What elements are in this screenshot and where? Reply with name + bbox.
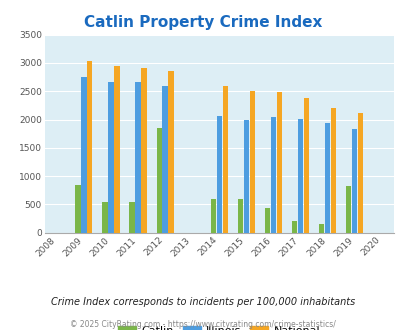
Bar bbox=[216, 116, 221, 233]
Bar bbox=[81, 77, 86, 233]
Bar bbox=[345, 186, 350, 233]
Bar bbox=[249, 91, 254, 233]
Bar bbox=[303, 98, 308, 233]
Bar bbox=[129, 202, 134, 233]
Bar bbox=[141, 68, 146, 233]
Bar bbox=[237, 199, 242, 233]
Bar bbox=[162, 86, 167, 233]
Bar bbox=[222, 85, 227, 233]
Bar bbox=[114, 66, 119, 233]
Bar bbox=[276, 92, 281, 233]
Bar bbox=[291, 221, 296, 233]
Bar bbox=[135, 82, 140, 233]
Text: Crime Index corresponds to incidents per 100,000 inhabitants: Crime Index corresponds to incidents per… bbox=[51, 297, 354, 307]
Bar bbox=[75, 184, 80, 233]
Bar bbox=[168, 71, 173, 233]
Bar bbox=[324, 123, 329, 233]
Bar bbox=[210, 199, 215, 233]
Text: Catlin Property Crime Index: Catlin Property Crime Index bbox=[83, 15, 322, 30]
Bar bbox=[270, 117, 275, 233]
Bar bbox=[297, 119, 302, 233]
Bar bbox=[330, 108, 335, 233]
Bar bbox=[264, 208, 269, 233]
Bar bbox=[87, 61, 92, 233]
Bar bbox=[318, 224, 323, 233]
Bar bbox=[243, 120, 248, 233]
Bar bbox=[108, 82, 113, 233]
Bar bbox=[156, 128, 161, 233]
Legend: Catlin, Illinois, National: Catlin, Illinois, National bbox=[113, 321, 324, 330]
Bar bbox=[351, 129, 356, 233]
Bar bbox=[102, 202, 107, 233]
Bar bbox=[357, 113, 362, 233]
Text: © 2025 CityRating.com - https://www.cityrating.com/crime-statistics/: © 2025 CityRating.com - https://www.city… bbox=[70, 320, 335, 329]
